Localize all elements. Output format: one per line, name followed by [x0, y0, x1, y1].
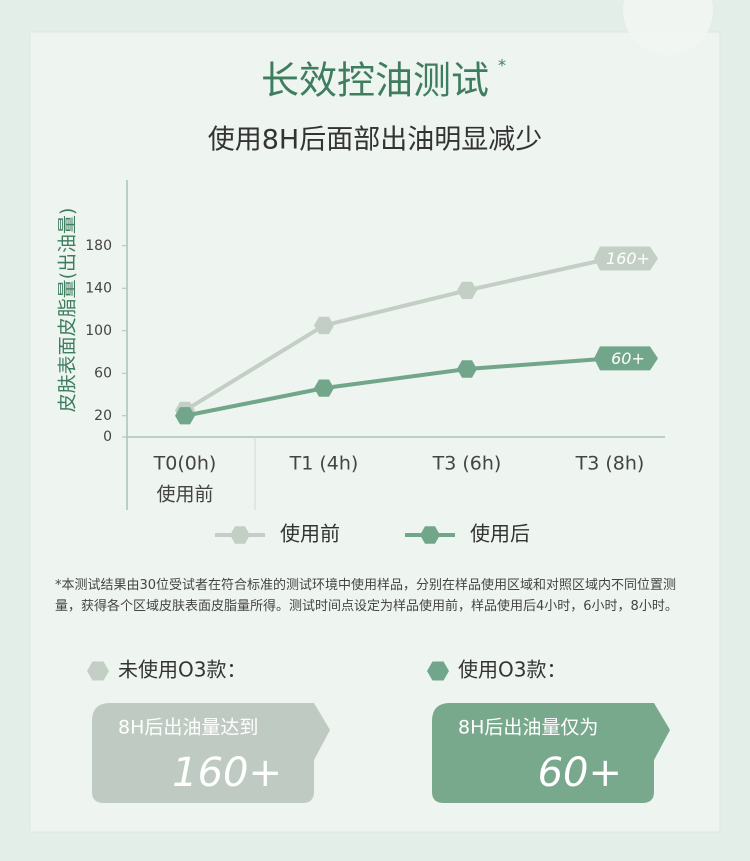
end-badge — [594, 346, 658, 371]
y-tick-label: 20 — [94, 408, 112, 424]
card-value: 160+ — [172, 750, 282, 796]
x-tick-label: T0(0h) — [153, 453, 217, 475]
point-marker — [457, 360, 477, 378]
point-marker — [175, 407, 195, 425]
y-tick-label: 0 — [103, 429, 112, 445]
point-marker — [314, 316, 334, 335]
end-label: 60+ — [611, 349, 645, 368]
card-heading: 未使用O3款： — [118, 658, 246, 682]
card-heading: 使用O3款： — [458, 658, 566, 682]
x-tick-label: T3 (8h) — [575, 453, 645, 475]
end-badge — [594, 246, 658, 271]
title: 长效控油测试 — [261, 59, 489, 103]
card-text: 8H后出油量达到 — [118, 717, 258, 739]
series-line — [183, 256, 611, 413]
card-icon — [87, 661, 109, 681]
legend-marker — [420, 526, 440, 544]
card-text: 8H后出油量仅为 — [458, 717, 598, 739]
subtitle: 使用8H后面部出油明显减少 — [208, 125, 542, 156]
title-mark: * — [498, 56, 506, 75]
y-tick-label: 60 — [94, 365, 112, 381]
legend-label: 使用后 — [470, 522, 530, 546]
card — [92, 703, 330, 803]
card-icon — [427, 661, 449, 681]
y-axis-label: 皮肤表面皮脂量(出油量) — [57, 208, 79, 413]
x-tick-sublabel: 使用前 — [156, 484, 213, 506]
y-tick-label: 180 — [85, 238, 112, 254]
y-tick-label: 140 — [85, 280, 112, 296]
footnote: *本测试结果由30位受试者在符合标准的测试环境中使用样品，分别在样品使用区域和对… — [55, 578, 678, 614]
end-label: 160+ — [606, 249, 650, 268]
y-tick-label: 100 — [85, 323, 112, 339]
card-value: 60+ — [538, 750, 622, 796]
x-tick-label: T1 (4h) — [289, 453, 359, 475]
decor-bubble — [623, 0, 713, 55]
point-marker — [314, 379, 334, 397]
panel — [29, 31, 721, 833]
legend-marker — [230, 526, 250, 544]
point-marker — [457, 281, 477, 299]
x-tick-label: T3 (6h) — [432, 453, 502, 475]
card — [432, 703, 670, 803]
series-line — [184, 356, 611, 418]
legend-label: 使用前 — [280, 522, 340, 546]
